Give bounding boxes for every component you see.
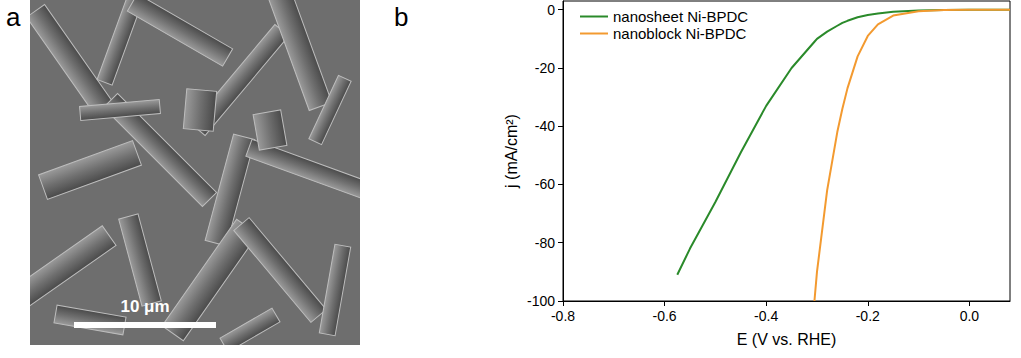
svg-text:j (mA/cm²): j (mA/cm²) — [503, 114, 520, 189]
svg-text:-0.8: -0.8 — [551, 308, 575, 324]
svg-text:E (V vs. RHE): E (V vs. RHE) — [737, 331, 837, 348]
svg-text:-20: -20 — [535, 60, 555, 76]
svg-text:-0.6: -0.6 — [653, 308, 677, 324]
svg-text:0: 0 — [547, 2, 555, 18]
svg-text:nanosheet Ni-BPDC: nanosheet Ni-BPDC — [613, 8, 748, 25]
svg-text:-80: -80 — [535, 235, 555, 251]
html-text:b: b — [394, 2, 409, 32]
svg-text:-40: -40 — [535, 118, 555, 134]
html-text:a: a — [6, 2, 21, 32]
svg-text:-60: -60 — [535, 176, 555, 192]
svg-text:10 μm: 10 μm — [120, 297, 169, 316]
svg-text:nanoblock Ni-BPDC: nanoblock Ni-BPDC — [613, 25, 747, 42]
svg-text:-100: -100 — [527, 293, 555, 309]
svg-text:-0.2: -0.2 — [856, 308, 880, 324]
svg-text:-0.4: -0.4 — [754, 308, 778, 324]
svg-text:0.0: 0.0 — [960, 308, 980, 324]
